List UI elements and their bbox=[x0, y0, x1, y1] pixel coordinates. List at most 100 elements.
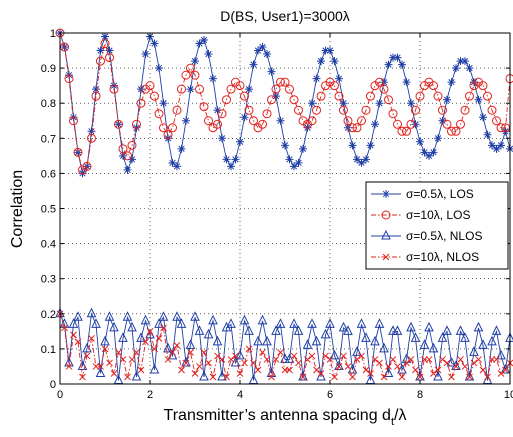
series-point bbox=[249, 116, 258, 126]
x-tick-label: 2 bbox=[147, 389, 153, 401]
legend-item: σ=10λ, NLOS bbox=[371, 250, 479, 264]
series-point bbox=[245, 85, 253, 94]
series-point bbox=[217, 370, 227, 381]
series-point bbox=[168, 158, 177, 167]
series-point bbox=[470, 359, 478, 367]
series-point bbox=[131, 370, 142, 381]
series-point bbox=[293, 325, 304, 335]
series-point bbox=[393, 53, 402, 62]
series-point bbox=[357, 116, 366, 126]
series-point bbox=[322, 352, 329, 360]
series-point bbox=[451, 360, 461, 370]
series-point bbox=[267, 67, 276, 76]
series-point bbox=[295, 359, 302, 367]
series-point bbox=[77, 360, 88, 370]
series-point bbox=[91, 91, 101, 101]
series-point bbox=[222, 155, 231, 164]
legend-label: σ=0.5λ, NLOS bbox=[406, 229, 482, 243]
series-point bbox=[178, 366, 185, 374]
series-point bbox=[154, 318, 164, 328]
series-point bbox=[330, 57, 339, 66]
series-point bbox=[407, 99, 415, 108]
series-point bbox=[177, 84, 186, 94]
series-point bbox=[416, 373, 424, 381]
series-point bbox=[226, 84, 236, 94]
series-point bbox=[415, 91, 425, 101]
series-point bbox=[254, 46, 262, 55]
series-point bbox=[159, 123, 168, 133]
series-point bbox=[259, 349, 266, 356]
series-point bbox=[123, 165, 132, 174]
series-point bbox=[262, 335, 272, 346]
series-point bbox=[434, 134, 442, 143]
series-point bbox=[398, 60, 406, 69]
series-point bbox=[321, 46, 330, 55]
series-point bbox=[164, 356, 172, 363]
series-point bbox=[214, 352, 221, 360]
series-point bbox=[289, 318, 299, 328]
tick-labels: 0 2 4 6 8 10 0 0.1 0.2 0.3 0.4 0.5 0.6 0.7 0.8 0.9 1 bbox=[41, 28, 513, 401]
series-point bbox=[199, 102, 209, 112]
legend-label: σ=10λ, NLOS bbox=[406, 250, 479, 264]
series-point bbox=[272, 92, 280, 101]
series-point bbox=[115, 349, 122, 356]
series-point bbox=[461, 363, 469, 370]
series-point bbox=[137, 366, 145, 374]
series-point bbox=[182, 116, 190, 125]
series-point bbox=[307, 318, 317, 328]
series-point bbox=[88, 335, 95, 342]
series-point bbox=[240, 113, 249, 122]
series-point bbox=[73, 147, 83, 157]
series-point bbox=[163, 342, 173, 353]
legend-label: σ=0.5λ, LOS bbox=[406, 187, 474, 201]
series-point bbox=[294, 158, 303, 167]
series-point bbox=[446, 356, 457, 367]
series-point bbox=[469, 346, 479, 356]
series-point bbox=[173, 342, 181, 349]
series-point bbox=[263, 50, 271, 59]
series-point bbox=[87, 133, 96, 143]
series-point bbox=[438, 116, 447, 125]
series-point bbox=[140, 314, 151, 325]
series-point bbox=[190, 70, 200, 80]
series-point bbox=[299, 373, 307, 381]
series-point bbox=[195, 84, 204, 94]
series-point bbox=[403, 359, 410, 367]
series-point bbox=[473, 321, 484, 332]
series-point bbox=[334, 360, 344, 370]
series-point bbox=[343, 325, 353, 335]
series-point bbox=[492, 116, 501, 126]
series-point bbox=[460, 105, 470, 115]
series-point bbox=[163, 130, 173, 140]
series-point bbox=[439, 356, 446, 363]
series-point bbox=[74, 148, 82, 157]
series-point bbox=[496, 123, 506, 133]
series-point bbox=[195, 39, 204, 48]
series-point bbox=[452, 64, 460, 73]
series-layer bbox=[55, 28, 513, 384]
series-point bbox=[258, 43, 267, 52]
series-point bbox=[101, 32, 109, 41]
series-point bbox=[353, 155, 361, 164]
series-point bbox=[105, 53, 114, 63]
series-point bbox=[100, 335, 110, 346]
series-point bbox=[263, 356, 271, 363]
series-point bbox=[244, 325, 254, 335]
series-point bbox=[151, 345, 158, 353]
series-point bbox=[194, 325, 205, 335]
series-point bbox=[213, 119, 222, 129]
series-point bbox=[218, 356, 226, 363]
series-point bbox=[339, 105, 348, 115]
series-point bbox=[159, 99, 168, 108]
legend-marker bbox=[381, 229, 391, 240]
series-point bbox=[389, 53, 397, 62]
series-point bbox=[312, 105, 321, 115]
series-point bbox=[376, 359, 383, 367]
series-point bbox=[123, 151, 132, 161]
series-point bbox=[375, 99, 384, 108]
series-point bbox=[329, 349, 340, 360]
y-tick-label: 0.1 bbox=[41, 344, 56, 356]
series-point bbox=[69, 116, 78, 126]
series-point bbox=[383, 367, 394, 377]
